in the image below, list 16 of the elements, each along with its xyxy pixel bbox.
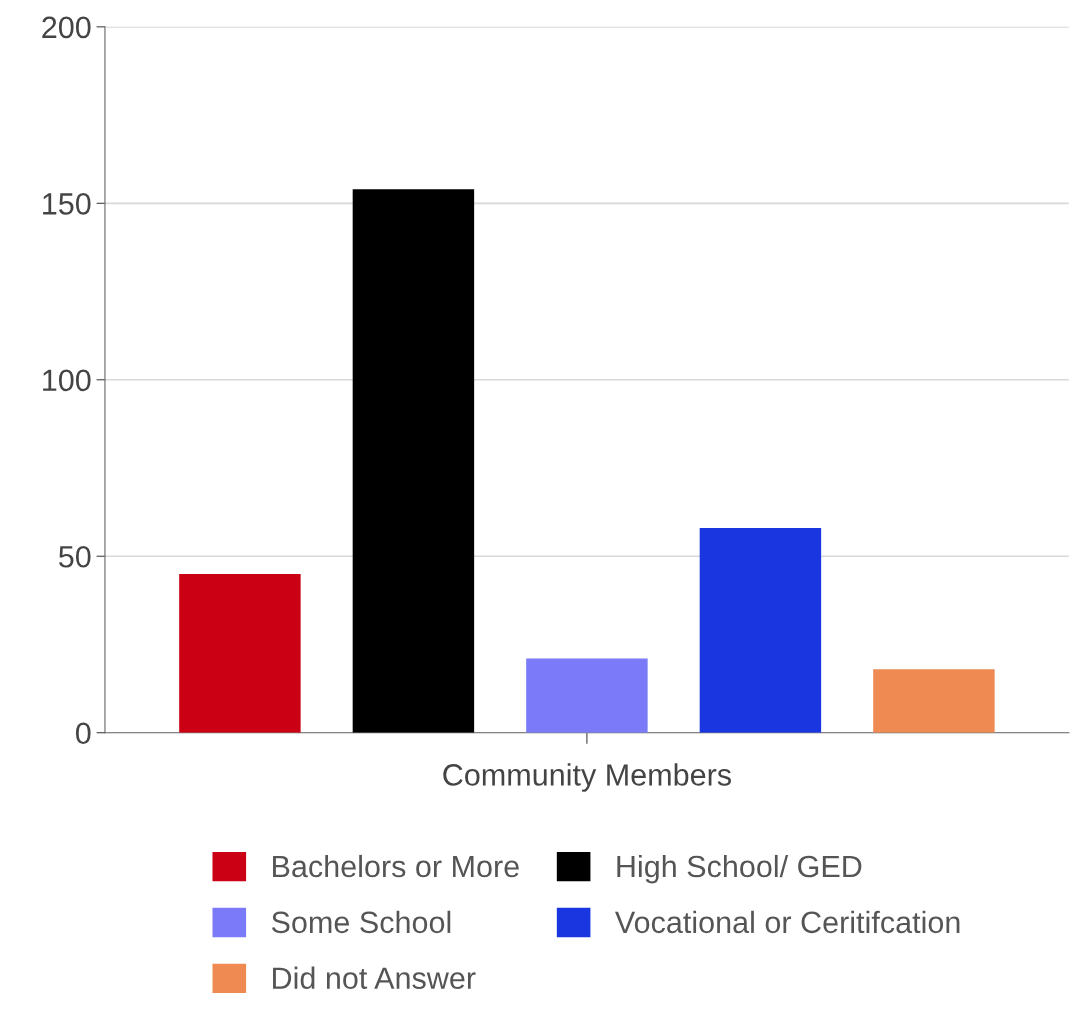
y-tick-label: 100 (43, 369, 91, 392)
y-tick-label: 150 (43, 193, 91, 215)
bar (699, 528, 822, 733)
legend-label: Bachelors or More (273, 854, 519, 878)
bar (526, 658, 648, 733)
y-tick-label: 200 (42, 16, 91, 39)
y-tick-label: 0 (75, 722, 91, 745)
legend-label: Did not Answer (273, 966, 476, 990)
legend-label: Vocational or Ceritifcation (615, 910, 960, 934)
legend-label: Some School (271, 910, 451, 934)
bar (352, 189, 475, 733)
x-tick-label: Community Members (443, 763, 731, 792)
bar (873, 669, 995, 733)
legend-label: High School/ GED (617, 854, 862, 884)
y-tick-label: 50 (59, 545, 91, 568)
bar (179, 573, 301, 733)
